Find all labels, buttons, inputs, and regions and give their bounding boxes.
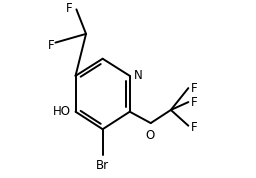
Text: F: F	[48, 39, 54, 52]
Text: O: O	[145, 129, 155, 142]
Text: F: F	[66, 2, 73, 15]
Text: Br: Br	[96, 159, 109, 172]
Text: N: N	[134, 69, 143, 82]
Text: F: F	[191, 96, 197, 109]
Text: F: F	[191, 121, 197, 134]
Text: HO: HO	[53, 105, 71, 118]
Text: F: F	[191, 82, 197, 95]
